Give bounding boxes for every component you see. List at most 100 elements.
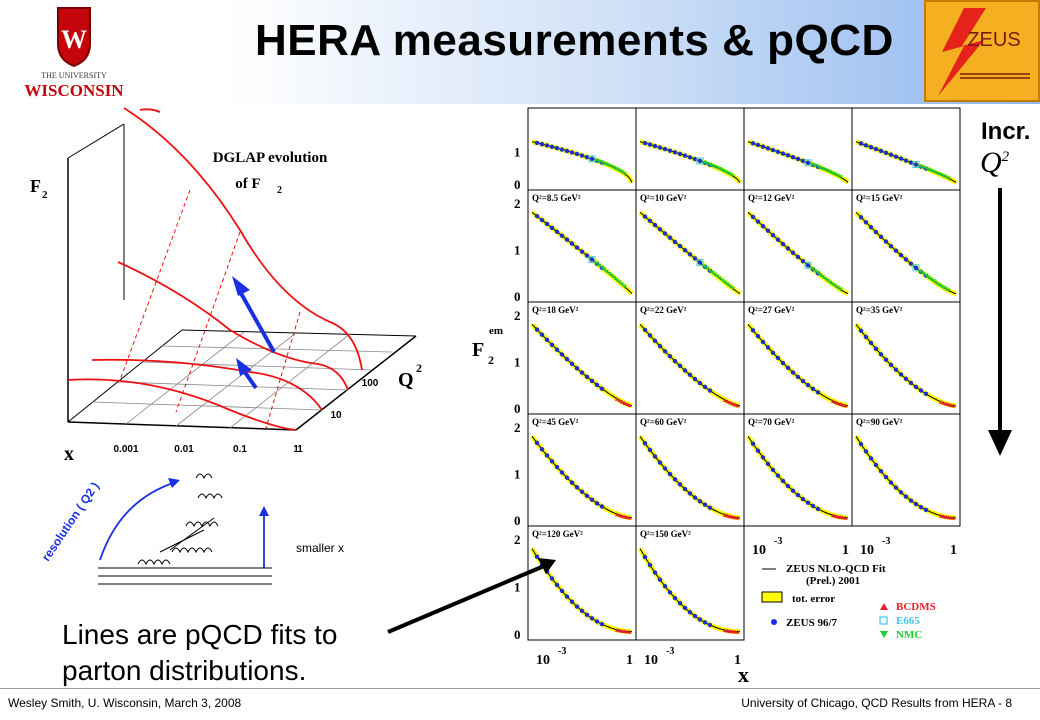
zeus-point (707, 505, 713, 510)
zeus-point (923, 507, 929, 513)
bcdms-point (725, 513, 730, 518)
zeus-point (652, 143, 658, 149)
e665-point (696, 157, 704, 165)
zeus-point (579, 370, 585, 375)
zeus-point (795, 374, 801, 380)
nmc-point (620, 170, 624, 175)
zeus-point (770, 233, 776, 238)
zeus-point (805, 500, 811, 505)
nmc-point (610, 274, 614, 279)
zeus-point (923, 391, 929, 397)
zeus-point (863, 449, 869, 454)
nmc-point (600, 265, 604, 270)
zeus-point (589, 156, 595, 162)
bcdms-point (944, 514, 948, 519)
zeus-point (534, 213, 540, 219)
nmc-point (710, 270, 715, 275)
zeus-point (569, 150, 575, 155)
zeus-point (662, 231, 668, 236)
dglap-q2-tick: 1 (297, 444, 303, 455)
zeus-point (559, 588, 565, 594)
zeus-point (584, 253, 590, 258)
zeus-point (908, 380, 914, 386)
nmc-point (823, 168, 828, 173)
bcdms-point (723, 512, 727, 517)
nmc-point (831, 171, 835, 176)
zeus-point (780, 151, 786, 156)
zeus-point (702, 384, 708, 390)
nmc-point (617, 168, 622, 173)
zeus-point (554, 464, 560, 470)
zeus-point (677, 363, 683, 369)
nmc-point (607, 271, 612, 276)
zeus-point (677, 482, 683, 487)
zeus-point (765, 146, 771, 151)
zeus-point (868, 456, 874, 461)
zeus-point (878, 148, 884, 154)
bcdms-point (625, 515, 629, 520)
zeus-point (858, 441, 864, 447)
dglap-x-tick: 1 (293, 444, 299, 455)
bcdms-point (831, 513, 835, 518)
zeus-point (893, 154, 899, 159)
zeus-point (898, 372, 904, 377)
bcdms-point (625, 629, 629, 634)
zeus-point (893, 248, 899, 253)
bcdms-point (838, 402, 843, 407)
f2-panel: Q²=27 GeV² (743, 301, 853, 415)
zeus-point (800, 496, 806, 502)
panel-label: Q²=60 GeV² (640, 417, 687, 427)
e665-point (912, 161, 920, 169)
crest-icon (57, 7, 91, 68)
bcdms-point (620, 513, 624, 518)
panel-label: Q²=90 GeV² (856, 417, 903, 427)
zeus-point (775, 355, 781, 361)
bcdms-point (949, 402, 953, 407)
zeus-point (642, 140, 648, 146)
zeus-point (682, 605, 688, 611)
bcdms-point (735, 629, 740, 634)
zeus-point (657, 460, 663, 465)
zeus-y-axis-label: F (472, 339, 484, 361)
bcdms-point (620, 628, 624, 633)
panel-label: Q²=27 GeV² (748, 305, 795, 315)
zeus-point (539, 217, 545, 223)
bcdms-point (838, 514, 843, 519)
zeus-point (564, 475, 570, 480)
nmc-point (730, 286, 735, 291)
zeus-point (642, 441, 648, 446)
panel-label: Q²=15 GeV² (856, 193, 903, 203)
zeus-point (775, 473, 781, 478)
zeus-point (662, 466, 668, 471)
f2-panel (635, 107, 745, 191)
zeus-point (702, 620, 708, 625)
bcdms-point (944, 401, 948, 406)
increment-label: Incr. (981, 118, 1031, 145)
nmc-point (946, 176, 951, 181)
nmc-point (622, 171, 627, 176)
zeus-point (589, 257, 595, 262)
zeus-point (913, 162, 919, 167)
f2-panel: Q²=90 GeV² 10 -3 1 (851, 413, 961, 558)
zeus-x-tick: 10 (644, 653, 658, 668)
bcdms-point (836, 401, 840, 406)
smaller-x-label: smaller x (296, 541, 344, 555)
zeus-point (687, 491, 693, 496)
zeus-point (549, 459, 555, 464)
zeus-point (908, 160, 914, 165)
footer-right: University of Chicago, QCD Results from … (741, 696, 1012, 710)
zeus-point (697, 158, 703, 164)
zeus-point (667, 471, 673, 477)
e665-point (696, 259, 704, 267)
zeus-point (662, 584, 668, 589)
zeus-point (878, 469, 884, 474)
zeus-point (539, 447, 545, 452)
zeus-point (559, 233, 565, 238)
dglap-q2-tick: 10 (330, 410, 342, 421)
bcdms-point (625, 402, 629, 407)
bcdms-point (843, 515, 848, 520)
zeus-point (672, 477, 678, 482)
zeus-x-tick: 10 (752, 543, 766, 558)
zeus-point (657, 145, 663, 150)
zeus-point (863, 143, 869, 148)
